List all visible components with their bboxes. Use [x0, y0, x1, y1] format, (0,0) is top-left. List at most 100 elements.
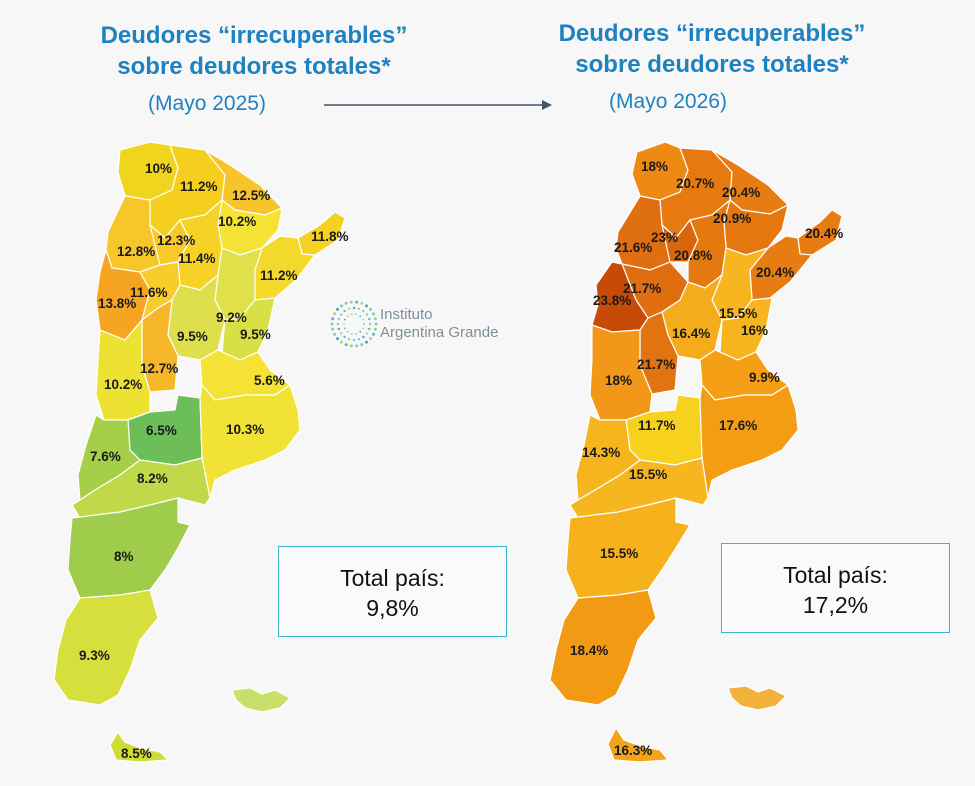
label-jujuy: 10% [145, 161, 172, 176]
right-title-line1: Deudores “irrecuperables” [558, 20, 866, 47]
left-total-value: 9,8% [366, 595, 419, 621]
logo-dot [346, 330, 349, 333]
logo-dot [343, 309, 346, 313]
province-chubut [565, 497, 691, 599]
logo-dot [357, 307, 361, 310]
logo-dot [365, 332, 369, 335]
label-sanluis: 21.7% [637, 357, 675, 372]
label-jujuy: 18% [641, 159, 668, 174]
logo-dot [343, 323, 345, 325]
label-lapampa: 11.7% [638, 418, 676, 433]
label-catamarca: 12.8% [117, 244, 155, 259]
logo-dot [352, 338, 356, 342]
label-tucuman: 23% [651, 230, 678, 245]
logo-dot [363, 323, 365, 325]
label-rionegro: 15.5% [629, 467, 667, 482]
province-santacruz [549, 589, 657, 706]
label-corrientes: 11.2% [260, 268, 298, 283]
logo-dot [333, 312, 337, 316]
label-bsas-costa: 5.6% [254, 373, 285, 388]
logo-dot [368, 322, 372, 326]
label-chaco: 10.2% [218, 214, 256, 229]
logo-dot [344, 318, 346, 321]
province-tierradelfuego [109, 730, 170, 763]
label-cordoba: 9.5% [177, 329, 208, 344]
label-misiones: 11.8% [311, 229, 349, 244]
label-larioja: 13.8% [98, 296, 136, 311]
logo-dot [374, 322, 378, 326]
logo-dot [359, 315, 362, 318]
logo-dot [350, 332, 353, 335]
logo-dot [362, 327, 364, 330]
province-bsas [699, 383, 799, 499]
logo-dot [330, 322, 334, 326]
logo-dot [347, 338, 351, 341]
logo-dot [373, 317, 377, 321]
label-tierradelfuego: 16.3% [614, 743, 652, 758]
arrow-icon [324, 100, 552, 110]
label-chubut: 8% [114, 549, 134, 564]
logo-dot [360, 301, 364, 305]
left-title-line1: Deudores “irrecuperables” [100, 22, 408, 49]
left-period: (Mayo 2025) [148, 92, 266, 115]
logo-dot [355, 332, 358, 335]
logo-dot [340, 304, 344, 308]
label-catamarca: 21.6% [614, 240, 652, 255]
logo-dot [331, 317, 335, 321]
logo-dot [371, 332, 375, 336]
logo-dot [336, 337, 340, 341]
label-chaco: 20.9% [713, 211, 751, 226]
logo-dot [346, 315, 349, 318]
label-tierradelfuego: 8.5% [121, 746, 152, 761]
logo-dot [336, 322, 340, 326]
label-formosa: 12.5% [232, 188, 270, 203]
label-corrientes: 20.4% [756, 265, 794, 280]
logo-line1: Instituto [380, 306, 433, 323]
label-neuquen: 14.3% [582, 445, 620, 460]
label-mendoza: 10.2% [104, 377, 142, 392]
logo-dot [360, 343, 364, 347]
logo-dot [364, 340, 368, 344]
logo-dot [333, 332, 337, 336]
label-salta: 11.2% [180, 179, 218, 194]
right-total-value: 17,2% [802, 592, 869, 618]
logo-dot [371, 312, 375, 316]
right-period: (Mayo 2026) [609, 90, 727, 113]
islands [727, 685, 788, 711]
label-santiago: 11.4% [178, 251, 216, 266]
label-tucuman: 12.3% [157, 233, 195, 248]
logo-dot [362, 309, 365, 313]
logo-dot [347, 307, 351, 310]
right-title-line2: sobre deudores totales* [575, 51, 849, 78]
label-santiago: 20.8% [674, 248, 712, 263]
logo-dot [368, 317, 371, 321]
logo-dot [343, 335, 346, 339]
label-salta: 20.7% [676, 176, 714, 191]
left-total-label: Total país: [340, 565, 445, 591]
left-title: Deudores “irrecuperables” sobre deudores… [44, 20, 464, 82]
label-santafe: 15.5% [719, 306, 757, 321]
label-santacruz: 9.3% [79, 648, 110, 663]
logo-dot [362, 335, 365, 339]
logo-dot [362, 318, 364, 321]
logo-dot [355, 344, 359, 348]
label-formosa: 20.4% [722, 185, 760, 200]
label-sanjuan: 23.8% [593, 293, 631, 308]
label-bsas: 17.6% [719, 418, 757, 433]
left-title-line2: sobre deudores totales* [117, 53, 391, 80]
left-total-box: Total país: 9,8% [278, 546, 507, 637]
right-title: Deudores “irrecuperables” sobre deudores… [502, 18, 922, 80]
logo-dot [339, 313, 343, 316]
logo-dot [337, 317, 340, 321]
logo-dot [357, 338, 361, 341]
label-lapampa: 6.5% [146, 423, 177, 438]
logo-dot [344, 343, 348, 347]
logo: Instituto Argentina Grande [328, 292, 528, 356]
logo-line2: Argentina Grande [380, 324, 499, 341]
logo-dot [344, 327, 346, 330]
logo-icon [330, 300, 378, 348]
label-entrerios: 16% [741, 323, 768, 338]
logo-dot [359, 330, 362, 333]
province-santacruz [53, 589, 159, 706]
label-rionegro: 8.2% [137, 471, 168, 486]
